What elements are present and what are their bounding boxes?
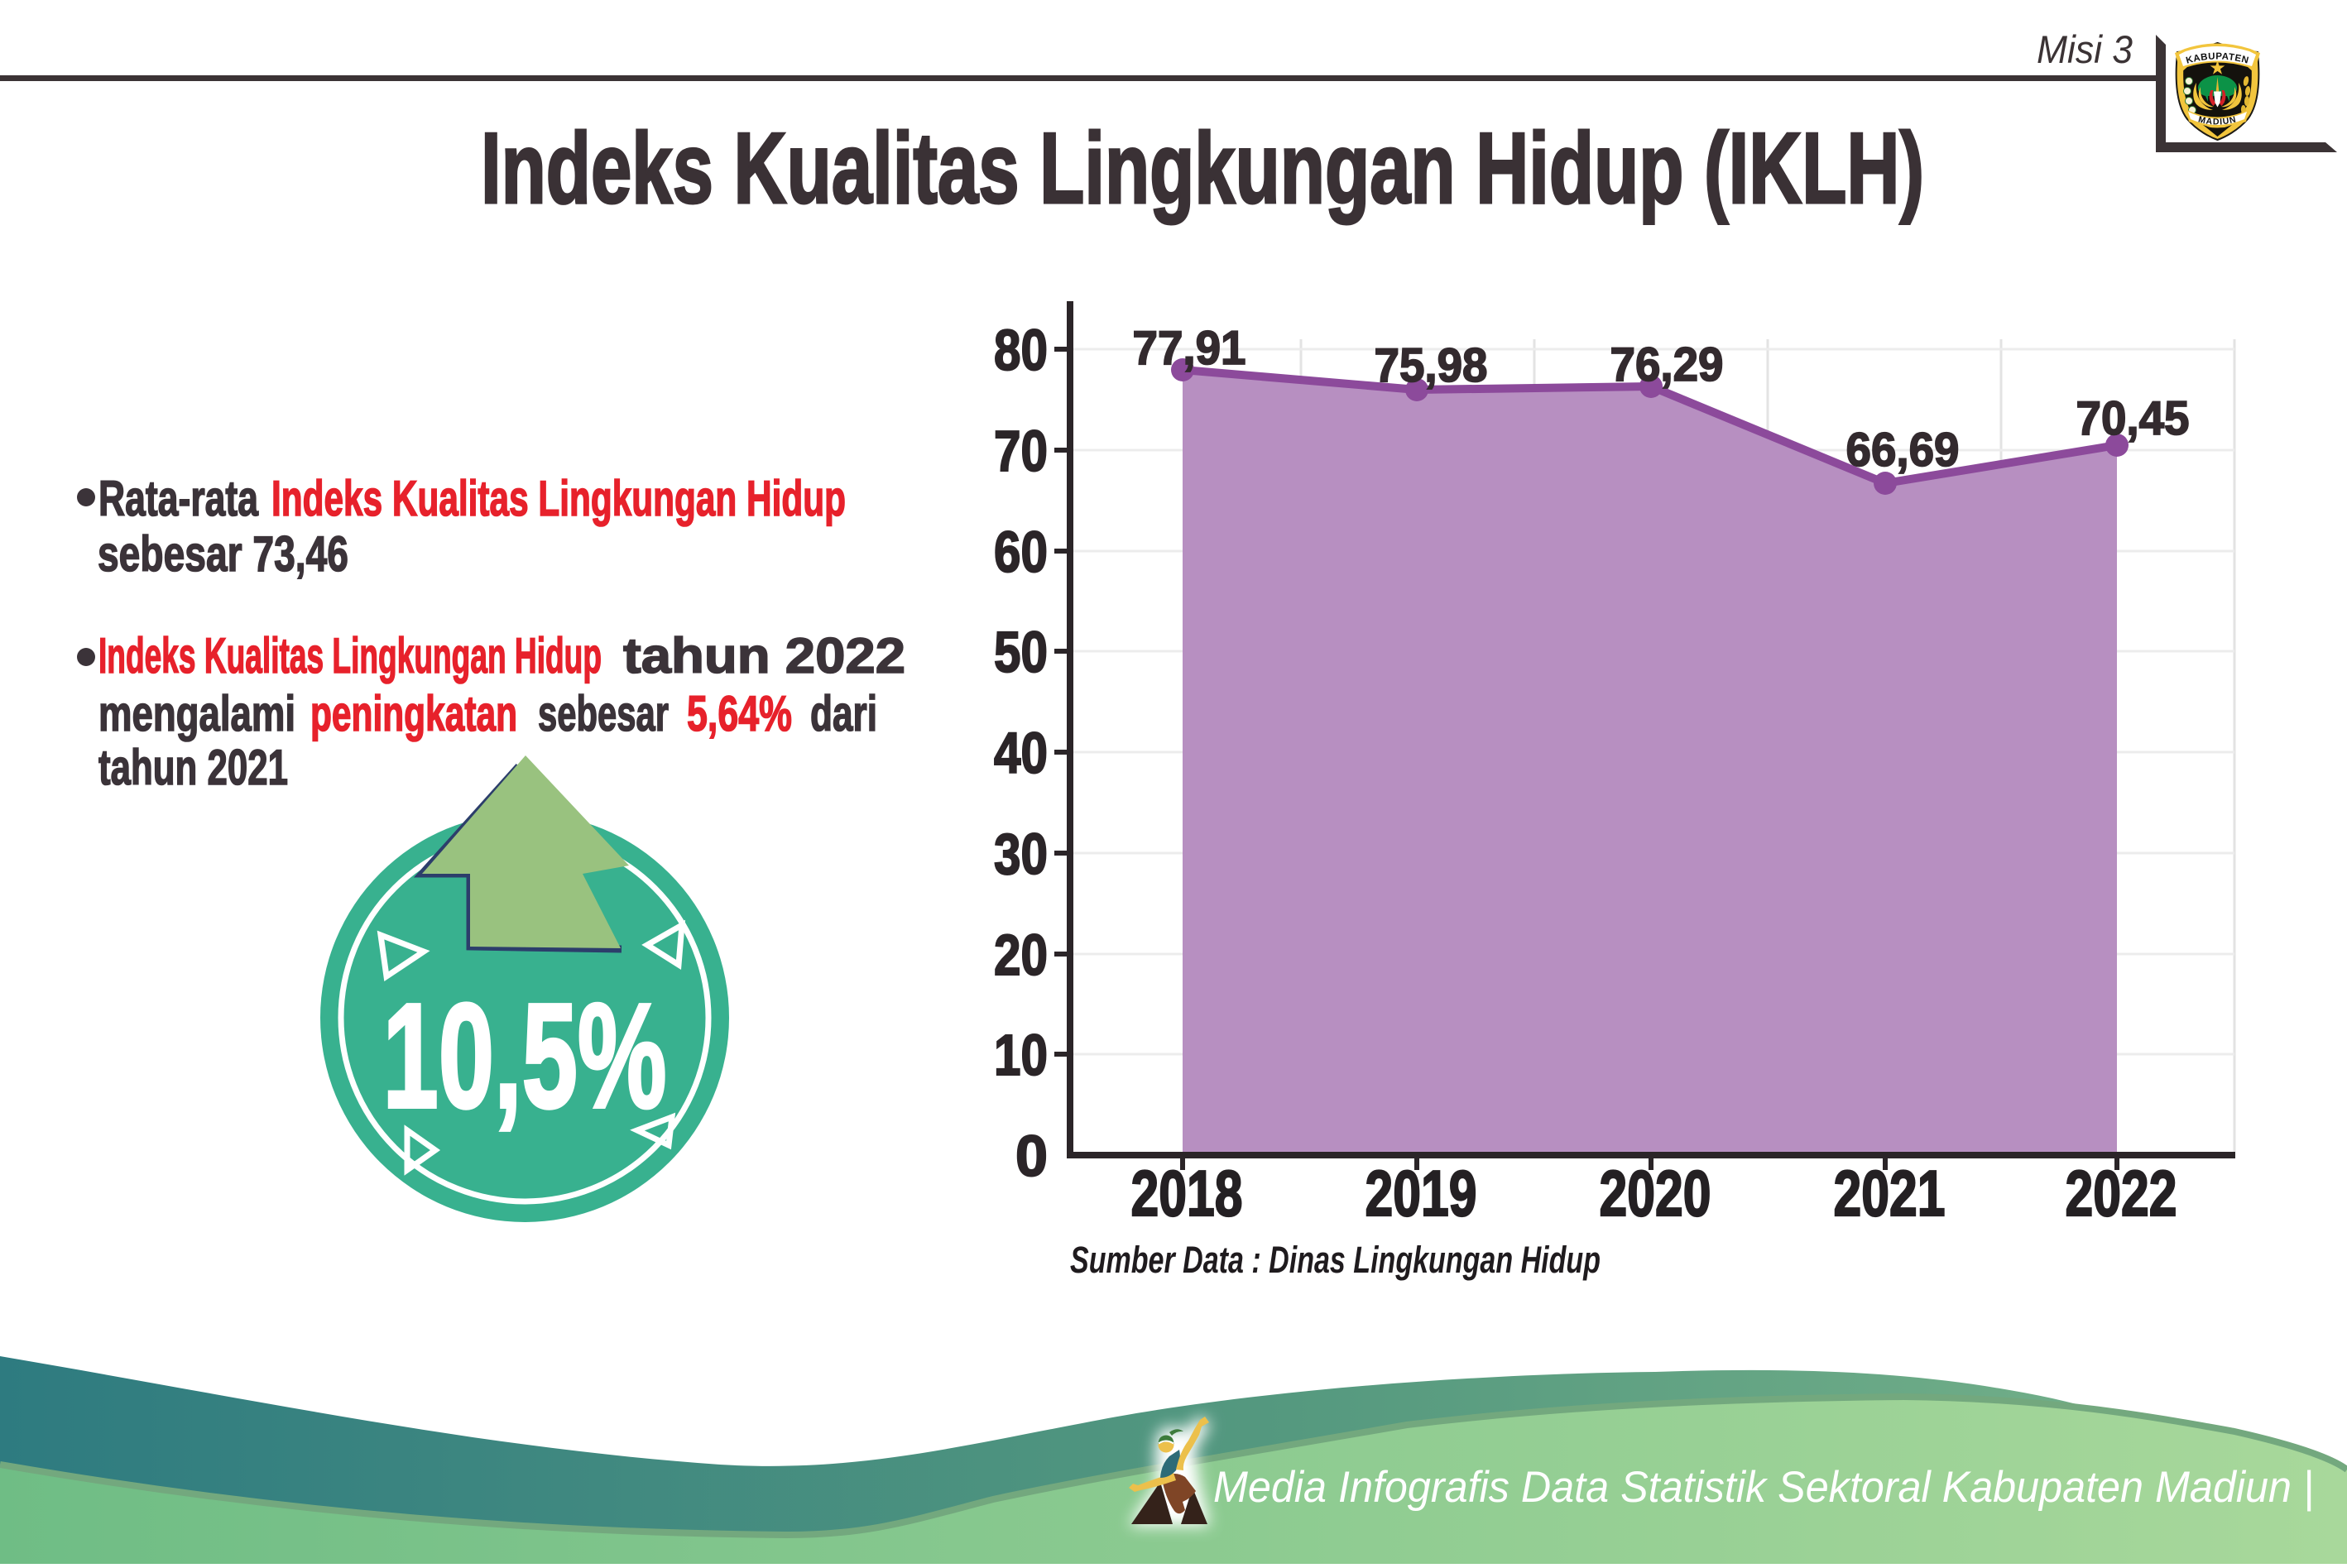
svg-text:2018: 2018 bbox=[1131, 1157, 1243, 1230]
svg-text:2020: 2020 bbox=[1600, 1157, 1711, 1230]
svg-text:30: 30 bbox=[994, 822, 1048, 886]
svg-text:10: 10 bbox=[994, 1023, 1048, 1087]
svg-text:10,5%: 10,5% bbox=[383, 973, 667, 1139]
svg-text:70: 70 bbox=[994, 419, 1048, 483]
svg-text:66,69: 66,69 bbox=[1846, 424, 1960, 477]
svg-text:0: 0 bbox=[1015, 1124, 1048, 1188]
svg-text:KABUPATEN: KABUPATEN bbox=[2185, 51, 2249, 65]
svg-text:80: 80 bbox=[994, 318, 1048, 382]
svg-text:2022: 2022 bbox=[2066, 1157, 2177, 1230]
svg-text:20: 20 bbox=[994, 923, 1048, 987]
svg-text:Indeks Kualitas Lingkungan Hid: Indeks Kualitas Lingkungan Hidup (IKLH) bbox=[481, 112, 1924, 224]
svg-text:Rata-rata: Rata-rata bbox=[98, 471, 258, 526]
svg-text:60: 60 bbox=[994, 520, 1048, 584]
svg-text:2019: 2019 bbox=[1365, 1157, 1477, 1230]
svg-text:2021: 2021 bbox=[1834, 1157, 1946, 1230]
svg-text:Misi 3: Misi 3 bbox=[2037, 27, 2133, 71]
svg-text:77,91: 77,91 bbox=[1133, 322, 1246, 375]
svg-text:tahun 2022: tahun 2022 bbox=[623, 628, 905, 683]
svg-text:MADIUN: MADIUN bbox=[2197, 114, 2238, 127]
svg-text:76,29: 76,29 bbox=[1610, 338, 1724, 391]
svg-text:40: 40 bbox=[994, 721, 1048, 785]
svg-text:Indeks Kualitas Lingkungan Hid: Indeks Kualitas Lingkungan Hidup bbox=[271, 471, 846, 526]
svg-text:tahun 2021: tahun 2021 bbox=[98, 740, 288, 795]
svg-text:mengalami: mengalami bbox=[98, 686, 295, 741]
svg-text:75,98: 75,98 bbox=[1375, 339, 1488, 392]
svg-text:Sumber Data : Dinas Lingkungan: Sumber Data : Dinas Lingkungan Hidup bbox=[1070, 1239, 1601, 1281]
svg-text:sebesar 73,46: sebesar 73,46 bbox=[98, 526, 348, 582]
svg-text:dari: dari bbox=[810, 686, 877, 741]
svg-text:5,64%: 5,64% bbox=[687, 686, 792, 741]
svg-text:70,45: 70,45 bbox=[2076, 392, 2190, 445]
svg-text:Media Infografis Data Statisti: Media Infografis Data Statistik Sektoral… bbox=[1213, 1463, 2314, 1512]
svg-text:sebesar: sebesar bbox=[538, 686, 669, 741]
svg-text:50: 50 bbox=[994, 620, 1048, 684]
svg-text:peningkatan: peningkatan bbox=[310, 686, 517, 741]
svg-text:Indeks Kualitas Lingkungan Hid: Indeks Kualitas Lingkungan Hidup bbox=[98, 628, 602, 683]
